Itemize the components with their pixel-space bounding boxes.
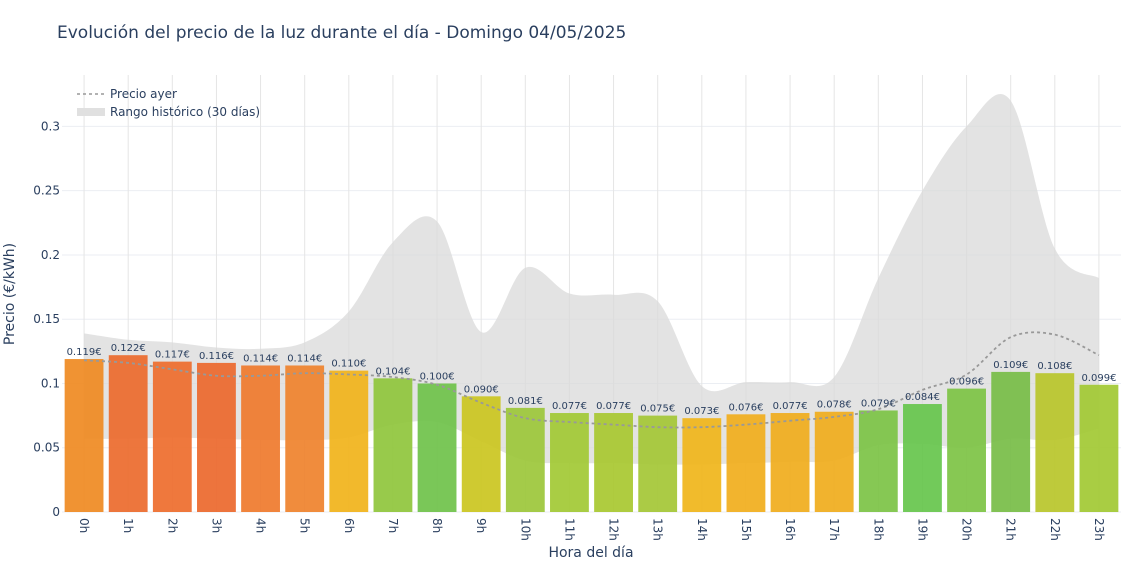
x-tick-label-8h: 8h	[430, 518, 444, 533]
x-tick-label-22h: 22h	[1048, 518, 1062, 541]
bar-label-2h: 0.117€	[155, 350, 190, 361]
bar-label-12h: 0.077€	[596, 401, 631, 412]
x-tick-label-2h: 2h	[165, 518, 179, 533]
bar-2h	[152, 361, 192, 512]
bar-18h	[858, 410, 898, 512]
bar-labels-group: 0.119€ 0.122€ 0.117€ 0.116€ 0.114€ 0.114€ 0.11…	[67, 343, 1117, 417]
legend-label-range: Rango histórico (30 días)	[110, 105, 260, 119]
bar-12h	[594, 413, 633, 512]
bar-label-10h: 0.081€	[508, 396, 543, 407]
x-tick-label-17h: 17h	[827, 518, 841, 541]
y-tick-label: 0.3	[41, 119, 60, 133]
x-tick-label-18h: 18h	[871, 518, 885, 541]
bar-1h	[108, 355, 148, 512]
x-tick-label-7h: 7h	[386, 518, 400, 533]
bar-14h	[682, 418, 722, 512]
bar-label-8h: 0.100€	[420, 371, 455, 382]
x-tick-label-4h: 4h	[254, 518, 268, 533]
legend-label-yesterday: Precio ayer	[110, 87, 177, 101]
y-tick-label: 0.1	[41, 376, 60, 390]
x-tick-label-23h: 23h	[1092, 518, 1106, 541]
historical-range-band	[84, 94, 1099, 465]
bar-13h	[638, 415, 678, 512]
bar-16h	[770, 413, 810, 512]
bar-21h	[991, 371, 1031, 512]
bar-label-23h: 0.099€	[1081, 373, 1116, 384]
bar-label-9h: 0.090€	[464, 384, 499, 395]
x-tick-label-5h: 5h	[298, 518, 312, 533]
bar-label-1h: 0.122€	[111, 343, 146, 354]
bar-17h	[814, 411, 854, 512]
bar-5h	[285, 365, 325, 512]
y-tick-label: 0.05	[33, 441, 60, 455]
x-axis-ticks: 0h 1h 2h 3h 4h 5h 6h 7h 8h 9h 10h 11h 12h 13h 14h 15h 16…	[77, 518, 1106, 541]
x-tick-label-13h: 13h	[651, 518, 665, 541]
x-tick-label-6h: 6h	[342, 518, 356, 533]
x-tick-label-16h: 16h	[783, 518, 797, 541]
bar-label-17h: 0.078€	[817, 400, 852, 411]
x-tick-label-11h: 11h	[562, 518, 576, 541]
x-tick-label-20h: 20h	[960, 518, 974, 541]
legend: Precio ayer Rango histórico (30 días)	[77, 87, 260, 119]
bar-4h	[241, 365, 280, 512]
bar-label-21h: 0.109€	[993, 360, 1028, 371]
bar-label-4h: 0.114€	[243, 353, 278, 364]
bar-7h	[373, 378, 413, 512]
bar-15h	[726, 414, 766, 512]
bar-6h	[329, 370, 369, 512]
y-tick-label: 0.25	[33, 184, 60, 198]
bar-label-3h: 0.116€	[199, 351, 234, 362]
x-tick-label-12h: 12h	[607, 518, 621, 541]
bar-11h	[550, 413, 589, 512]
bar-label-0h: 0.119€	[67, 347, 102, 358]
x-axis-title: Hora del día	[548, 545, 633, 561]
legend-band-swatch	[77, 108, 105, 116]
y-axis-title: Precio (€/kWh)	[2, 243, 18, 345]
x-tick-label-15h: 15h	[739, 518, 753, 541]
bar-label-20h: 0.096€	[949, 377, 984, 388]
bars-group	[64, 355, 1119, 512]
x-tick-label-1h: 1h	[121, 518, 135, 533]
bar-0h	[64, 359, 104, 512]
bar-22h	[1035, 373, 1075, 512]
bar-label-7h: 0.104€	[375, 366, 410, 377]
x-tick-label-19h: 19h	[915, 518, 929, 541]
bar-3h	[197, 362, 236, 512]
x-tick-label-9h: 9h	[474, 518, 488, 533]
x-tick-label-10h: 10h	[518, 518, 532, 541]
y-axis-ticks: 0 0.05 0.1 0.15 0.2 0.25 0.3	[33, 119, 60, 519]
bar-label-6h: 0.110€	[331, 359, 366, 370]
bar-20h	[947, 388, 986, 512]
historical-range-area	[84, 94, 1099, 465]
bar-label-22h: 0.108€	[1037, 361, 1072, 372]
x-tick-label-21h: 21h	[1004, 518, 1018, 541]
bar-label-15h: 0.076€	[728, 402, 763, 413]
bar-10h	[505, 407, 545, 512]
y-tick-label: 0	[52, 505, 60, 519]
bar-9h	[461, 396, 501, 512]
x-tick-label-0h: 0h	[77, 518, 91, 533]
bar-23h	[1079, 384, 1119, 512]
bar-label-19h: 0.084€	[905, 392, 940, 403]
y-tick-label: 0.2	[41, 248, 60, 262]
bar-19h	[903, 404, 942, 512]
y-tick-label: 0.15	[33, 312, 60, 326]
bar-label-14h: 0.073€	[684, 406, 719, 417]
x-tick-label-3h: 3h	[209, 518, 223, 533]
bar-label-5h: 0.114€	[287, 353, 322, 364]
bar-label-13h: 0.075€	[640, 404, 675, 415]
bar-label-11h: 0.077€	[552, 401, 587, 412]
bar-label-18h: 0.079€	[861, 398, 896, 409]
bar-8h	[417, 383, 457, 512]
bar-label-16h: 0.077€	[773, 401, 808, 412]
chart-title: Evolución del precio de la luz durante e…	[57, 23, 626, 43]
x-tick-label-14h: 14h	[695, 518, 709, 541]
